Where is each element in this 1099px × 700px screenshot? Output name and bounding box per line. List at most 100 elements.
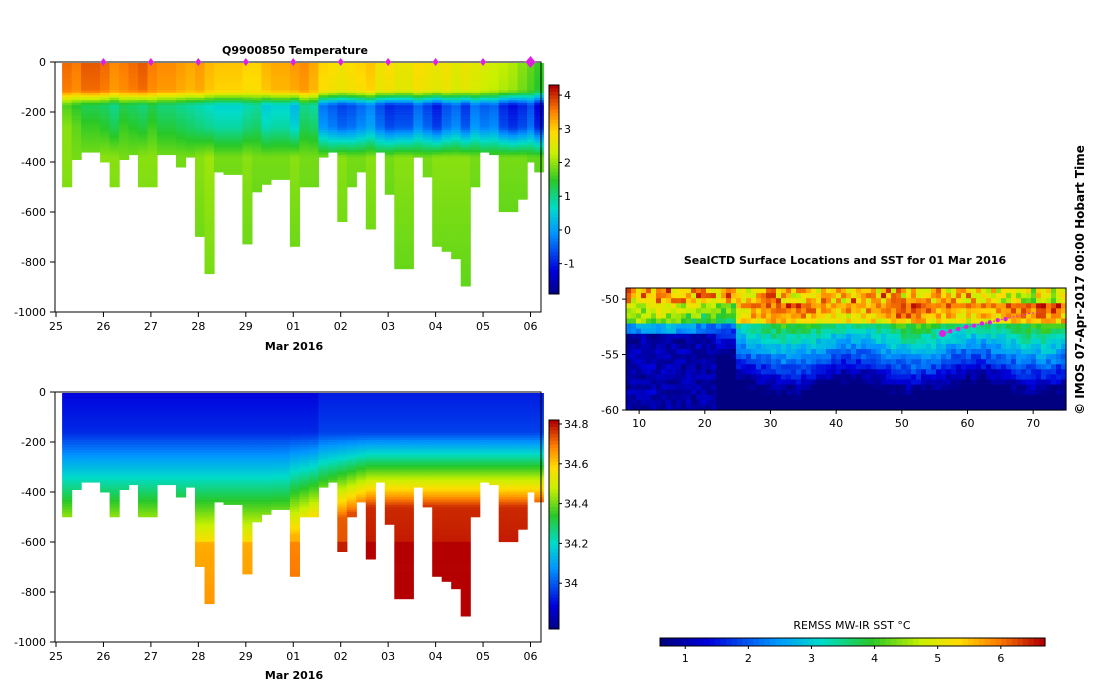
temperature-cell — [337, 100, 348, 103]
temperature-cell — [432, 169, 443, 173]
temperature-cell — [517, 92, 528, 96]
temperature-cell — [441, 65, 452, 69]
temperature-cell — [138, 177, 149, 180]
salinity-cell — [270, 435, 291, 438]
salinity-cell — [62, 422, 73, 426]
temperature-cell — [270, 125, 291, 128]
temperature-cell — [308, 87, 319, 91]
salinity-cell — [176, 477, 187, 481]
temperature-cell — [223, 122, 244, 126]
salinity-cell — [451, 440, 462, 443]
temperature-cell — [489, 92, 500, 96]
temperature-cell — [204, 211, 215, 215]
temperature-cell — [527, 72, 535, 76]
temperature-cell — [204, 204, 215, 208]
temperature-cell — [204, 214, 215, 218]
salinity-cell — [460, 464, 471, 468]
salinity-cell — [470, 422, 481, 426]
salinity-cell — [261, 494, 272, 498]
salinity-cell — [441, 447, 452, 451]
salinity-cell — [422, 484, 433, 488]
salinity-cell — [460, 539, 471, 543]
salinity-cell — [62, 450, 73, 453]
temperature-cell — [100, 125, 111, 128]
temperature-cell — [109, 68, 120, 71]
salinity-cell — [432, 522, 443, 525]
salinity-cell — [527, 440, 535, 443]
temperature-cell — [242, 152, 253, 156]
salinity-cell — [109, 452, 120, 456]
temperature-cell — [71, 144, 82, 148]
temperature-cell — [451, 249, 462, 252]
salinity-cell — [251, 469, 262, 473]
temperature-cell — [71, 139, 82, 143]
salinity-cell — [422, 422, 433, 426]
salinity-cell — [460, 467, 471, 471]
salinity-cell — [251, 502, 262, 505]
temperature-cell — [204, 209, 215, 213]
temperature-cell — [508, 117, 519, 121]
temperature-cell — [470, 75, 481, 79]
salinity-cell — [356, 450, 367, 453]
salinity-cell — [62, 400, 73, 404]
temperature-cell — [384, 92, 395, 96]
salinity-cell — [498, 467, 509, 471]
salinity-cell — [441, 502, 452, 505]
temperature-cell — [441, 209, 452, 213]
salinity-cell — [508, 474, 519, 478]
temperature-cell — [470, 110, 481, 113]
salinity-cell — [432, 420, 443, 424]
temperature-cell — [441, 224, 452, 227]
temperature-cell — [204, 254, 215, 257]
salinity-cell — [261, 452, 272, 456]
temperature-cell — [346, 177, 357, 180]
temperature-cell — [441, 241, 452, 245]
y-tick-label: -1000 — [14, 306, 46, 319]
temperature-cell — [62, 167, 73, 170]
temperature-cell — [214, 162, 225, 165]
temperature-cell — [337, 122, 348, 126]
temperature-cell — [261, 159, 272, 163]
salinity-cell — [195, 412, 206, 416]
temperature-cell — [432, 92, 443, 96]
temperature-cell — [479, 63, 490, 66]
salinity-cell — [365, 437, 376, 441]
temperature-cell — [176, 70, 187, 74]
temperature-cell — [356, 63, 367, 66]
salinity-cell — [346, 477, 357, 481]
temperature-profile-column — [422, 63, 433, 178]
temperature-cell — [375, 75, 386, 79]
temperature-cell — [422, 159, 433, 163]
temperature-cell — [356, 110, 367, 113]
temperature-cell — [527, 82, 535, 86]
salinity-cell — [204, 519, 215, 523]
temperature-panel: Q9900850 Temperature 0-200-400-600-800-1… — [14, 44, 575, 353]
salinity-cell — [365, 529, 376, 533]
salinity-cell — [432, 517, 443, 520]
salinity-cell — [204, 529, 215, 533]
temperature-cell — [176, 85, 187, 89]
temperature-cell — [318, 120, 329, 123]
salinity-cell — [451, 517, 462, 520]
salinity-cell — [62, 415, 73, 419]
temperature-cell — [318, 95, 329, 98]
salinity-cell — [261, 395, 272, 399]
temperature-cell — [289, 241, 300, 245]
temperature-cell — [223, 87, 244, 91]
salinity-cell — [128, 457, 139, 461]
temperature-cell — [195, 164, 206, 168]
salinity-cell — [422, 430, 433, 433]
salinity-cell — [365, 524, 376, 528]
salinity-cell — [204, 464, 215, 468]
temperature-colorbar-segment — [549, 154, 559, 159]
salinity-cell — [422, 499, 433, 503]
salinity-cell — [289, 467, 300, 471]
temperature-cell — [138, 174, 149, 178]
temperature-cell — [489, 90, 500, 94]
salinity-cell — [375, 432, 386, 436]
temperature-cell — [138, 169, 149, 173]
salinity-cell — [337, 549, 348, 552]
salinity-cell — [394, 509, 414, 513]
salinity-cell — [527, 489, 535, 493]
temperature-cell — [185, 77, 196, 81]
